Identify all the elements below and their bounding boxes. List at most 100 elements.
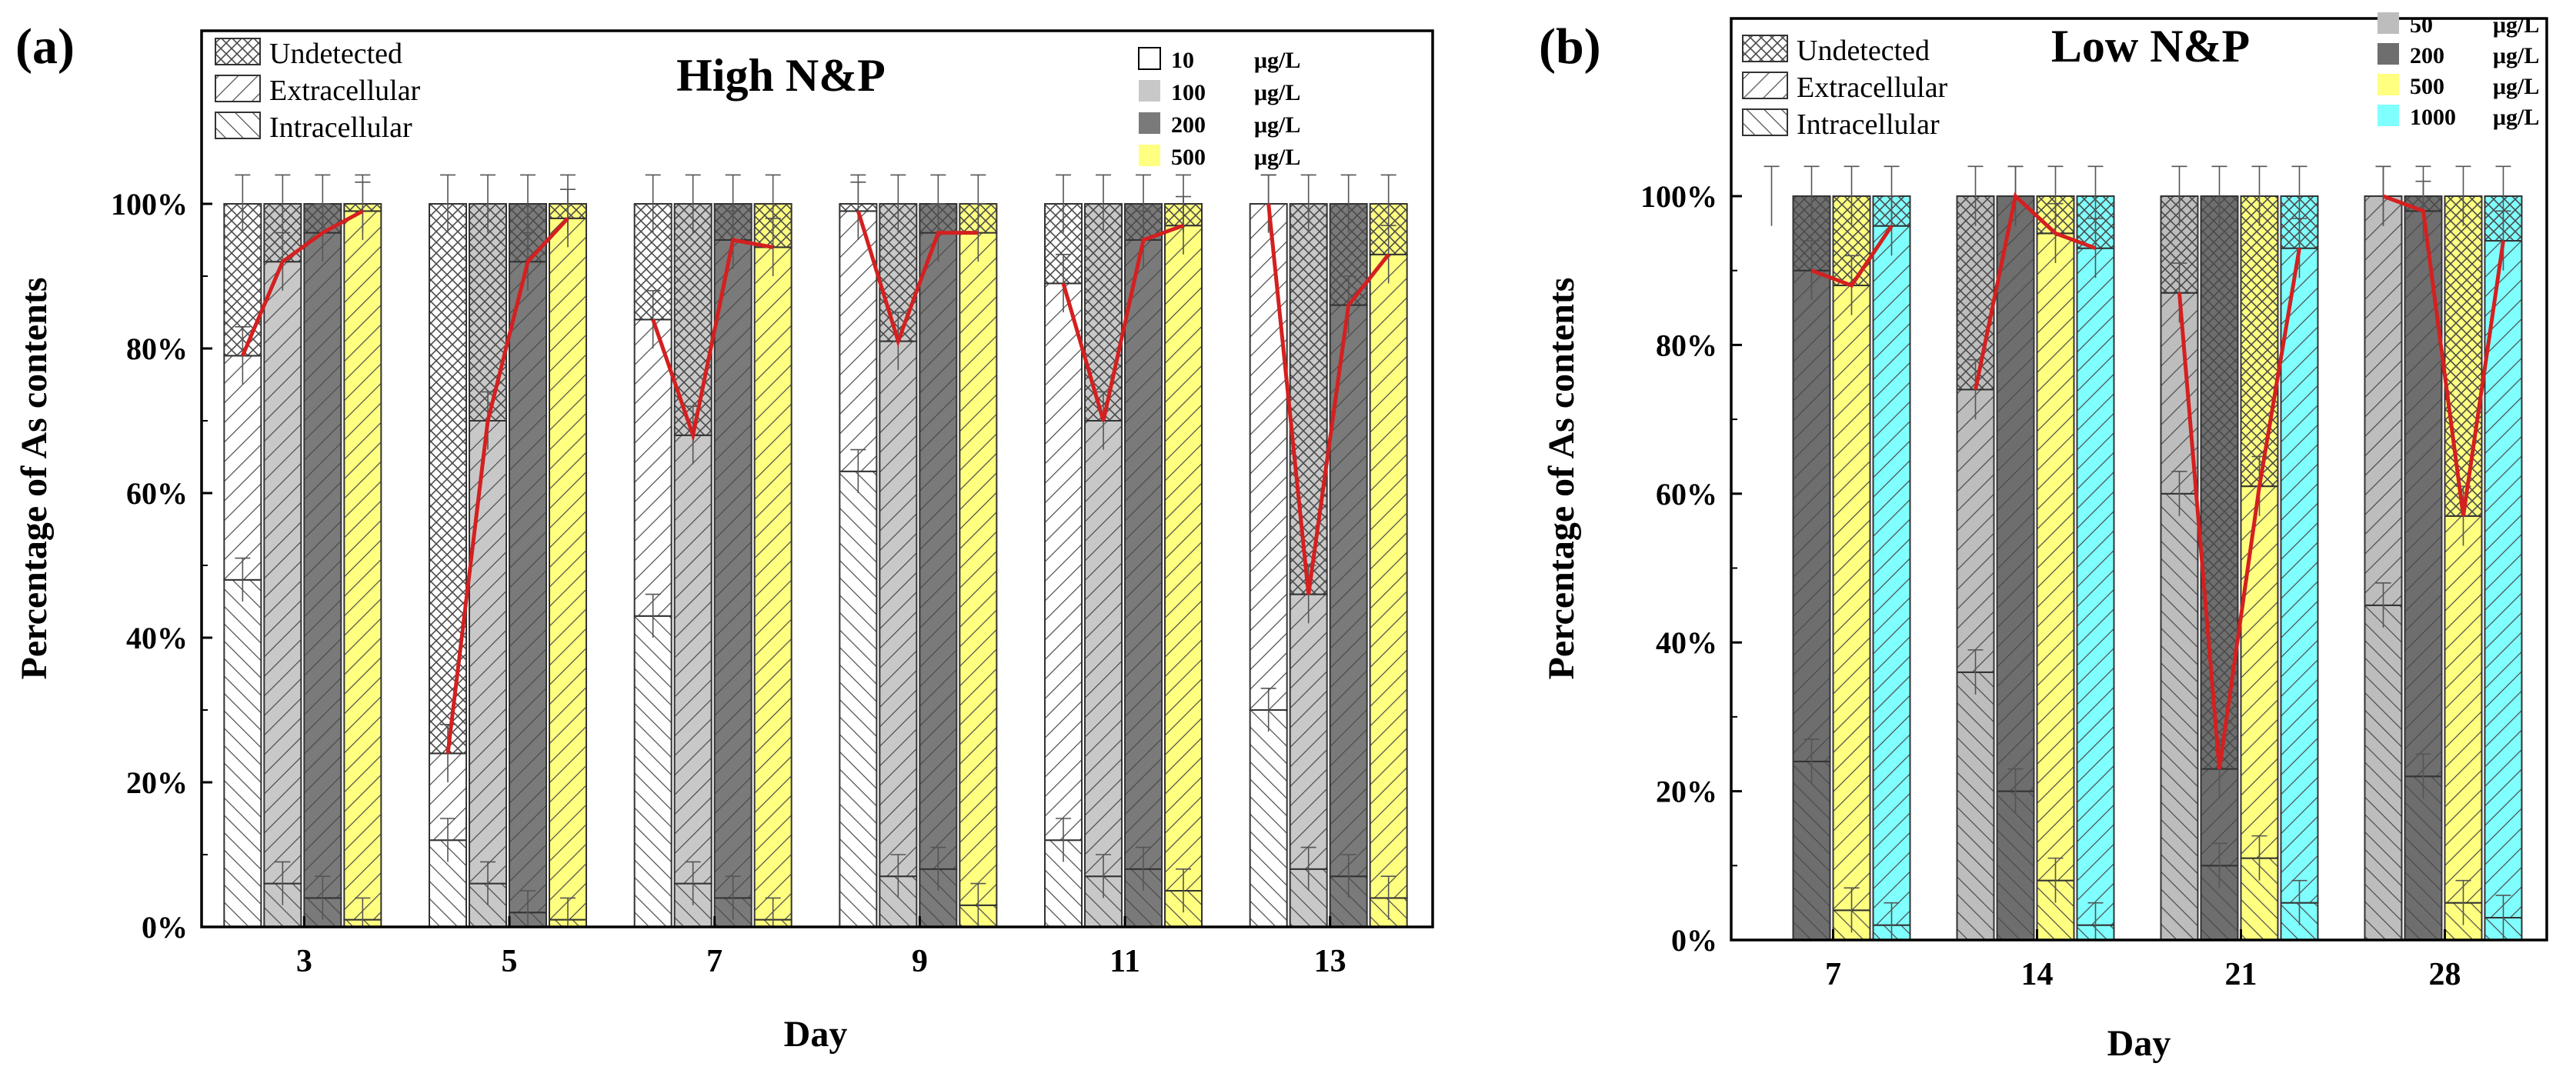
- bar-intracellular: [2404, 775, 2443, 942]
- bar-undetected: [1289, 203, 1328, 595]
- y-tick-label: 0%: [142, 910, 188, 945]
- bar-undetected: [429, 203, 467, 755]
- conc-legend-value: 50: [2410, 12, 2433, 38]
- legend-swatch: [1742, 108, 1788, 136]
- conc-legend-value: 1000: [2410, 105, 2456, 130]
- bar-extracellular: [1084, 420, 1123, 878]
- bar-extracellular: [303, 232, 342, 899]
- trend-line: [1061, 223, 1184, 422]
- bar-intracellular: [839, 470, 878, 928]
- conc-legend-unit: μg/L: [2493, 12, 2539, 38]
- x-tick-label: 9: [912, 944, 928, 979]
- bar-extracellular: [1956, 388, 1995, 673]
- bar-undetected: [2444, 195, 2483, 517]
- bar-extracellular: [263, 261, 302, 885]
- bar-intracellular: [633, 615, 672, 928]
- bar-extracellular: [673, 434, 712, 885]
- y-tick-label: 0%: [1671, 923, 1717, 958]
- bar-extracellular: [2076, 247, 2115, 926]
- bar-extracellular: [1996, 195, 2035, 792]
- bar-extracellular: [1124, 239, 1163, 870]
- trend-line: [445, 217, 569, 754]
- conc-legend-unit: μg/L: [1254, 80, 1300, 105]
- bar-extracellular: [2484, 240, 2523, 918]
- y-tick-label: 20%: [1656, 775, 1717, 809]
- bar-extracellular: [1289, 593, 1328, 870]
- bar-extracellular: [1369, 253, 1408, 899]
- x-tick-label: 21: [2225, 957, 2257, 992]
- plot-frame: [1730, 17, 2548, 942]
- conc-legend-unit: μg/L: [2493, 74, 2539, 99]
- conc-legend-unit: μg/L: [2493, 43, 2539, 68]
- panel-a: (a) High N&P 0% 20% 40% 60% 80% 100% 3 5 7 9 11 13 Per…: [14, 18, 1434, 1055]
- conc-legend-swatch: [2377, 74, 2399, 95]
- conc-legend-value: 100: [1171, 80, 1206, 105]
- trend-line: [1974, 192, 2097, 390]
- y-axis-label: Percentage of As contents: [14, 278, 55, 680]
- conc-legend-swatch: [2377, 105, 2399, 126]
- y-tick-label: 60%: [126, 476, 188, 511]
- x-axis-label: Day: [2107, 1023, 2171, 1064]
- bar-extracellular: [343, 210, 382, 921]
- bar-extracellular: [1792, 269, 1831, 762]
- trend-line: [2382, 194, 2505, 517]
- bar-intracellular: [1249, 709, 1288, 928]
- bar-extracellular: [509, 261, 547, 914]
- bar-extracellular: [1044, 282, 1083, 842]
- y-tick-label: 60%: [1656, 477, 1717, 512]
- y-tick-label: 100%: [1640, 179, 1717, 214]
- bar-extracellular: [959, 232, 998, 906]
- trend-line: [856, 210, 979, 348]
- conc-legend-value: 500: [1171, 145, 1206, 170]
- bar-extracellular: [2036, 232, 2075, 882]
- x-tick-label: 11: [1109, 944, 1140, 979]
- bar-extracellular: [2280, 247, 2319, 904]
- conc-legend-value: 500: [2410, 74, 2444, 99]
- y-tick-label: 80%: [126, 332, 188, 366]
- legend-label: Undetected: [1797, 35, 1930, 67]
- chart-title: High N&P: [676, 50, 886, 101]
- x-tick-label: 3: [296, 944, 312, 979]
- legend-label: Undetected: [269, 38, 402, 70]
- y-tick-label: 100%: [111, 187, 188, 222]
- y-axis-label: Percentage of As contents: [1541, 278, 1582, 680]
- conc-legend-unit: μg/L: [1254, 48, 1300, 73]
- legend-swatch: [215, 112, 261, 139]
- panel-letter: (a): [15, 18, 75, 75]
- conc-legend-swatch: [2377, 12, 2399, 34]
- conc-legend-swatch: [1138, 47, 1161, 70]
- legend-label: Extracellular: [269, 75, 421, 107]
- conc-legend-swatch: [2377, 43, 2399, 65]
- y-tick-label: 40%: [1656, 625, 1717, 660]
- bar-extracellular: [469, 420, 507, 885]
- bar-extracellular: [919, 232, 958, 870]
- bar-undetected: [1084, 203, 1123, 422]
- conc-legend-swatch: [1139, 145, 1160, 166]
- bar-extracellular: [2240, 485, 2279, 859]
- panel-letter: (b): [1539, 18, 1601, 75]
- y-tick-label: 20%: [126, 765, 188, 800]
- legend-label: Intracellular: [269, 112, 412, 144]
- bar-intracellular: [1792, 760, 1831, 941]
- trend-line: [2177, 248, 2301, 769]
- bar-extracellular: [549, 217, 587, 921]
- bar-extracellular: [753, 246, 792, 921]
- conc-legend-unit: μg/L: [2493, 105, 2539, 130]
- legend-swatch: [1742, 35, 1788, 62]
- conc-legend-value: 200: [1171, 112, 1206, 138]
- bar-intracellular: [2160, 492, 2199, 941]
- bar-extracellular: [223, 355, 262, 581]
- conc-legend-unit: μg/L: [1254, 145, 1300, 170]
- panel-b: (b) Low N&P 0% 20% 40% 60% 80% 100% 7 14 21 28 Perce…: [1539, 12, 2548, 1064]
- plot-frame: [200, 29, 1434, 928]
- bar-extracellular: [2364, 195, 2403, 606]
- conc-legend-value: 10: [1171, 48, 1194, 73]
- trend-line: [1810, 225, 1894, 288]
- bar-extracellular: [713, 239, 752, 899]
- bar-extracellular: [1164, 225, 1203, 892]
- conc-legend-swatch: [1139, 112, 1160, 134]
- legend-label: Extracellular: [1797, 72, 1948, 104]
- bar-intracellular: [223, 578, 262, 928]
- bar-extracellular: [1832, 285, 1871, 912]
